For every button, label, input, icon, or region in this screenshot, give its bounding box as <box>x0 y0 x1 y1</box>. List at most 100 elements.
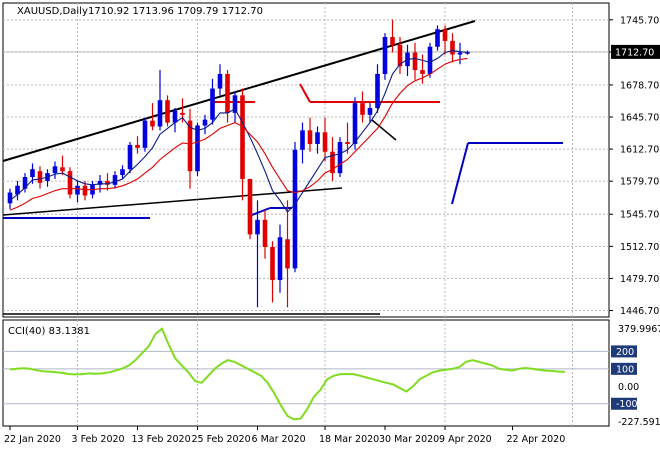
candle-body <box>157 100 163 127</box>
cci-level-badge <box>611 397 637 410</box>
time-tick-label: 6 Mar 2020 <box>252 434 306 445</box>
last-price-badge <box>611 44 660 59</box>
candle-body <box>285 239 290 269</box>
candle-body <box>67 171 73 195</box>
candle-body <box>450 40 455 55</box>
price-tick-label: 1678.70 <box>620 80 659 91</box>
candle-body <box>165 100 170 123</box>
candle-body <box>22 177 28 189</box>
candle-body <box>375 73 380 108</box>
candle-body <box>277 237 283 281</box>
time-tick-label: 18 Mar 2020 <box>319 434 379 445</box>
candle-body <box>442 29 448 41</box>
candle-body <box>172 110 178 123</box>
candle-body <box>120 169 125 176</box>
price-tick-label: 1745.70 <box>620 15 659 26</box>
price-tick-label: 1479.70 <box>620 274 659 285</box>
cci-tick-label: -227.591 <box>618 417 660 428</box>
candle-body <box>360 103 365 115</box>
fast-ma-line <box>9 50 468 213</box>
candle-body <box>7 192 13 204</box>
candle-body <box>135 144 140 148</box>
candle-body <box>352 103 358 144</box>
support-line <box>2 187 343 216</box>
time-tick-label: 3 Feb 2020 <box>72 434 125 445</box>
candle-body <box>307 130 313 144</box>
candle-body <box>457 52 463 55</box>
candle-body <box>270 247 275 281</box>
candle-body <box>187 120 193 172</box>
candle-body <box>330 151 335 174</box>
candle-body <box>397 44 403 67</box>
candle-body <box>225 73 230 113</box>
candle-body <box>127 144 133 170</box>
candle-body <box>262 219 268 248</box>
level-segment <box>451 142 469 205</box>
pullback-line <box>371 119 397 141</box>
candle-body <box>202 119 208 126</box>
slow-ma-line <box>9 57 468 211</box>
candle-body <box>150 120 155 127</box>
cci-indicator <box>3 327 609 421</box>
candle-body <box>82 185 88 196</box>
price-tick-label: 1645.70 <box>620 113 659 124</box>
candle-body <box>210 88 215 120</box>
candle-body <box>300 130 305 150</box>
candle-body <box>345 142 350 144</box>
candle-body <box>217 73 223 89</box>
candle-body <box>322 132 328 152</box>
candle-body <box>420 70 425 74</box>
candle-body <box>247 178 253 235</box>
candle-body <box>97 180 103 185</box>
candle-body <box>180 112 185 115</box>
cci-tick-label: 100 <box>616 364 634 375</box>
candle-body <box>367 107 373 115</box>
candle-body <box>232 95 238 113</box>
candle-body <box>240 95 245 179</box>
cci-level-badge <box>611 362 637 375</box>
candle-body <box>37 171 43 183</box>
candle-body <box>75 185 80 195</box>
candle-body <box>15 185 20 195</box>
candle-body <box>337 142 343 174</box>
drawn-trendlines <box>2 20 563 315</box>
axis-labels: 1745.70 1712.70 1678.70 1645.70 1612.70 1579.… <box>4 15 660 445</box>
price-tick-label: 1446.70 <box>620 306 659 317</box>
candle-body <box>427 46 433 74</box>
cci-level-badge <box>611 345 637 358</box>
time-tick-label: 25 Feb 2020 <box>192 434 251 445</box>
cci-header: CCI(40) 83.1381 <box>8 326 90 337</box>
price-tick-label: 1579.70 <box>620 177 659 188</box>
level-segment <box>251 207 271 216</box>
time-tick-label: 22 Apr 2020 <box>507 434 566 445</box>
candle-body <box>382 37 388 74</box>
rising-resistance-line <box>2 20 476 162</box>
last-price-label: 1712.70 <box>615 47 654 58</box>
candle-body <box>292 149 298 269</box>
candle-body <box>105 180 110 185</box>
candle-body <box>390 37 395 45</box>
candle-body <box>412 52 418 71</box>
resistance-segment <box>299 83 311 103</box>
main-plot-frame <box>2 2 610 318</box>
ohlc-header: 1710.92 1713.96 1709.79 1712.70 <box>88 6 263 17</box>
candlestick-series <box>7 19 470 308</box>
candle-body <box>195 125 200 172</box>
candle-body <box>315 132 320 144</box>
candle-body <box>60 167 65 172</box>
cci-tick-label: 379.9967 <box>618 324 660 335</box>
candle-body <box>465 51 470 54</box>
symbol-header: XAUUSD,Daily <box>17 6 88 17</box>
candle-body <box>435 29 440 47</box>
moving-average-lines <box>9 50 468 213</box>
price-tick-label: 1512.70 <box>620 242 659 253</box>
cci-line <box>9 327 566 421</box>
candle-body <box>30 169 35 178</box>
time-tick-label: 22 Jan 2020 <box>4 434 61 445</box>
time-tick-label: 13 Feb 2020 <box>132 434 191 445</box>
candle-body <box>255 219 260 235</box>
candle-body <box>142 120 148 148</box>
price-tick-label: 1612.70 <box>620 145 659 156</box>
candle-body <box>112 175 118 185</box>
